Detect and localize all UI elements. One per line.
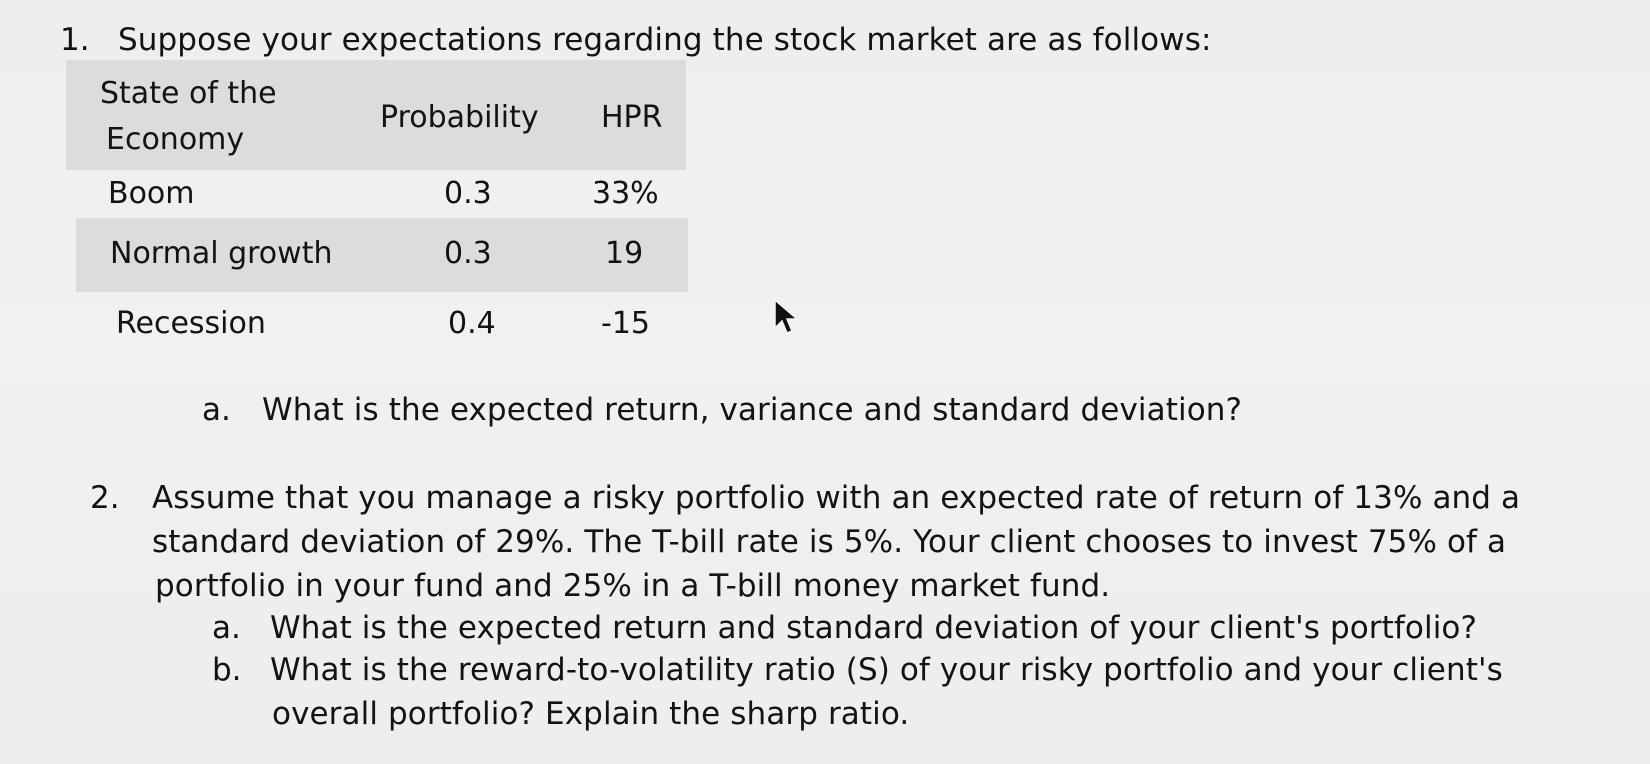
- header-hpr: HPR: [601, 100, 663, 135]
- mouse-pointer-icon: [774, 298, 800, 334]
- question-2-part-b-line-1: What is the reward-to-volatility ratio (…: [270, 652, 1503, 688]
- table-row-stripe: [76, 218, 688, 292]
- row-probability: 0.3: [444, 176, 492, 211]
- question-2-part-b-letter: b.: [212, 652, 242, 688]
- header-state-line1: State of the: [100, 76, 277, 111]
- row-state: Normal growth: [110, 236, 333, 271]
- row-probability: 0.3: [444, 236, 492, 271]
- question-1-prompt: Suppose your expectations regarding the …: [118, 22, 1212, 58]
- question-2-line-1: Assume that you manage a risky portfolio…: [152, 480, 1521, 516]
- row-hpr: 19: [605, 236, 644, 271]
- question-2-part-b-line-2: overall portfolio? Explain the sharp rat…: [272, 696, 910, 732]
- row-state: Boom: [108, 176, 195, 211]
- question-2-part-a-text: What is the expected return and standard…: [270, 610, 1478, 646]
- question-2-line-2: standard deviation of 29%. The T-bill ra…: [152, 524, 1507, 560]
- row-hpr: 33%: [592, 176, 659, 211]
- question-1-part-a-letter: a.: [202, 392, 231, 428]
- question-1-part-a-text: What is the expected return, variance an…: [262, 392, 1243, 428]
- question-1-number: 1.: [60, 22, 90, 58]
- table-header-background: [66, 60, 686, 170]
- row-hpr: -15: [601, 306, 650, 341]
- question-2-number: 2.: [90, 480, 120, 516]
- header-state-line2: Economy: [106, 122, 245, 157]
- header-probability: Probability: [380, 100, 539, 135]
- row-state: Recession: [116, 306, 266, 341]
- question-2-line-3: portfolio in your fund and 25% in a T-bi…: [155, 568, 1111, 604]
- row-probability: 0.4: [448, 306, 496, 341]
- question-2-part-a-letter: a.: [212, 610, 241, 646]
